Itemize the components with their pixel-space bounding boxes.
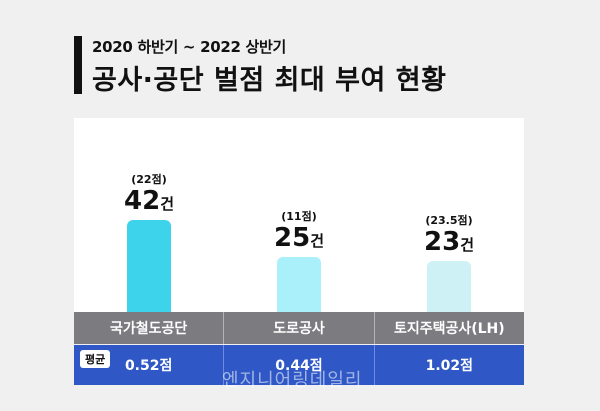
bar-value-label: 25건 [249,225,349,254]
average-value: 0.52점 [74,345,225,385]
average-value: 1.02점 [425,358,474,374]
category-header-row: 국가철도공단 도로공사 토지주택공사(LH) [74,312,524,344]
bar-value-label: 42건 [99,188,199,217]
category-label: 국가철도공단 [74,312,225,344]
average-value: 0.44점 [224,345,375,385]
bar-value: 42 [124,186,161,216]
bar [427,261,471,312]
chart-panel: 42건 (22점) 25건 (11점) 23건 (23.5점) [74,118,524,312]
bar-value: 23 [424,227,461,257]
bar [127,220,171,312]
chart-title: 공사·공단 벌점 최대 부여 현황 [92,65,447,96]
category-label: 토지주택공사(LH) [393,321,505,337]
bar-note: (22점) [131,173,167,186]
bar [277,257,321,312]
average-row: 0.52점 0.44점 1.02점 [74,345,524,385]
watermark: 엔지니어링데일리 [222,370,363,391]
average-label: 평균 [80,350,111,368]
bar-value-label: 23건 [399,229,499,258]
bar-unit: 건 [460,236,474,254]
title-accent-bar [74,36,82,94]
category-label: 도로공사 [224,312,375,344]
bar-unit: 건 [160,195,174,213]
bar-unit: 건 [310,232,324,250]
bar-value: 25 [274,223,311,253]
chart-subtitle: 2020 하반기 ~ 2022 상반기 [92,38,287,56]
bar-note: (23.5점) [425,214,473,227]
bar-note: (11점) [281,210,317,223]
